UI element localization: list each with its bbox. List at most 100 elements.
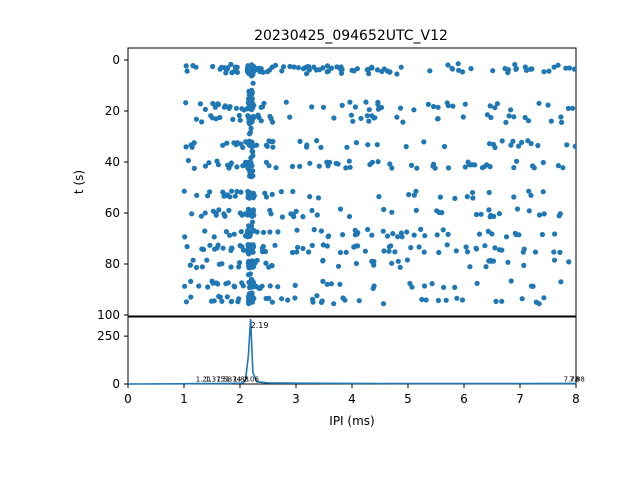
raster-point <box>259 104 266 110</box>
raster-point <box>245 192 251 198</box>
raster-point <box>445 165 452 171</box>
raster-point <box>210 100 216 107</box>
raster-point <box>328 281 334 287</box>
raster-point <box>526 208 532 214</box>
raster-point <box>231 231 237 237</box>
raster-point <box>346 213 353 220</box>
raster-point <box>223 229 229 235</box>
raster-point <box>187 262 193 268</box>
raster-point <box>263 159 269 165</box>
raster-point <box>213 212 219 218</box>
raster-point <box>519 139 525 145</box>
raster-point <box>197 101 203 107</box>
raster-point <box>295 65 301 71</box>
raster-point <box>266 295 272 301</box>
raster-point <box>337 281 343 287</box>
raster-point <box>454 295 460 301</box>
raster-point <box>248 276 254 282</box>
raster-point <box>320 242 326 248</box>
raster-point <box>369 232 375 238</box>
raster-point <box>212 104 218 110</box>
raster-point <box>229 188 235 194</box>
raster-point <box>398 64 404 70</box>
raster-point <box>381 248 387 254</box>
raster-point <box>535 142 541 149</box>
raster-point <box>219 261 225 267</box>
raster-point <box>499 138 505 144</box>
raster-point <box>408 162 415 168</box>
raster-point <box>411 232 417 238</box>
raster-point <box>387 69 393 75</box>
raster-point <box>450 103 456 109</box>
raster-point <box>267 283 273 289</box>
raster-point <box>297 138 303 144</box>
raster-point <box>503 119 509 125</box>
x-tick-label: 1 <box>180 392 188 406</box>
raster-point <box>566 259 572 265</box>
raster-point <box>209 115 215 121</box>
ipi-series-line <box>127 318 577 385</box>
raster-point <box>521 262 527 268</box>
raster-point <box>189 144 195 150</box>
raster-point <box>541 211 547 217</box>
raster-point <box>414 165 420 171</box>
raster-point <box>416 244 422 250</box>
raster-point <box>232 193 238 199</box>
raster-point <box>215 242 221 248</box>
raster-point <box>249 173 255 179</box>
raster-point <box>572 143 576 149</box>
ipi-annotation-label: 1.88 <box>233 376 249 384</box>
raster-point <box>380 228 386 234</box>
raster-point <box>233 105 239 111</box>
raster-point <box>292 282 298 288</box>
raster-point <box>250 80 256 86</box>
raster-point <box>375 101 381 108</box>
raster-point <box>229 298 235 304</box>
raster-point <box>513 231 519 238</box>
raster-point <box>508 278 514 284</box>
raster-point <box>315 195 322 201</box>
raster-point <box>406 192 412 198</box>
raster-point <box>309 242 315 248</box>
raster-point <box>316 67 323 73</box>
raster-point <box>435 116 441 122</box>
x-tick-label: 2 <box>236 392 244 406</box>
raster-point <box>181 188 187 194</box>
x-tick-label: 6 <box>460 392 468 406</box>
raster-point <box>434 232 440 238</box>
raster-point <box>558 114 564 120</box>
raster-point <box>452 284 458 290</box>
raster-point <box>248 73 255 79</box>
raster-point <box>190 257 196 263</box>
raster-point <box>387 161 393 167</box>
raster-point <box>221 211 227 217</box>
raster-point <box>231 283 237 289</box>
raster-point <box>262 190 268 196</box>
raster-point <box>255 113 261 119</box>
raster-point <box>183 63 189 69</box>
raster-point <box>344 144 350 150</box>
raster-point <box>366 71 372 77</box>
raster-point <box>269 263 275 269</box>
raster-point <box>411 107 417 113</box>
raster-point <box>217 114 223 121</box>
raster-point <box>499 298 505 304</box>
raster-point <box>460 114 466 120</box>
raster-point <box>287 63 293 70</box>
raster-point <box>514 158 520 164</box>
ipi-x-ticks: 0 1 2 3 4 5 6 7 8 <box>124 384 580 406</box>
raster-point <box>267 207 273 213</box>
raster-point <box>247 64 253 70</box>
raster-point <box>199 246 205 252</box>
raster-point <box>205 284 211 290</box>
raster-point <box>250 143 256 149</box>
y-tick-label: 60 <box>105 206 120 220</box>
raster-point <box>363 99 369 105</box>
raster-point <box>351 68 357 74</box>
raster-point <box>234 188 240 195</box>
raster-point <box>210 63 216 70</box>
raster-point <box>239 106 245 112</box>
raster-point <box>436 209 442 215</box>
raster-point <box>429 281 435 287</box>
raster-point <box>189 211 195 217</box>
